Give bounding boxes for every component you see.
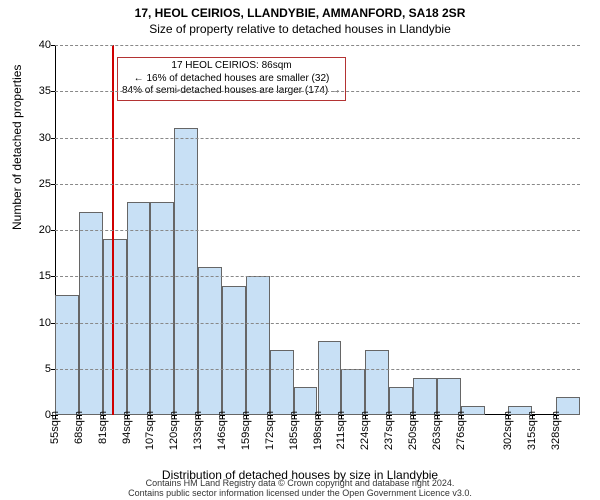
chart-title-line2: Size of property relative to detached ho…: [0, 22, 600, 36]
xtick-label: 276sqm: [455, 411, 467, 450]
ytick-mark: [51, 184, 55, 185]
ytick-mark: [51, 45, 55, 46]
xtick-label: 263sqm: [431, 411, 443, 450]
footer-line2: Contains public sector information licen…: [0, 489, 600, 499]
ytick-label: 40: [27, 39, 51, 51]
ytick-label: 35: [27, 85, 51, 97]
bar: [246, 276, 270, 415]
xtick-label: 224sqm: [359, 411, 371, 450]
y-axis-label: Number of detached properties: [10, 65, 24, 230]
xtick-label: 315sqm: [526, 411, 538, 450]
ytick-label: 10: [27, 317, 51, 329]
ytick-label: 15: [27, 270, 51, 282]
callout-box: 17 HEOL CEIRIOS: 86sqm ← 16% of detached…: [117, 57, 346, 101]
ytick-mark: [51, 323, 55, 324]
bar: [127, 202, 151, 415]
ytick-mark: [51, 276, 55, 277]
xtick-label: 302sqm: [502, 411, 514, 450]
bar: [150, 202, 174, 415]
xtick-label: 237sqm: [383, 411, 395, 450]
xtick-label: 133sqm: [192, 411, 204, 450]
bar: [222, 286, 246, 416]
xtick-label: 198sqm: [312, 411, 324, 450]
gridline: [55, 45, 580, 46]
ytick-mark: [51, 230, 55, 231]
bar: [79, 212, 103, 416]
bar: [55, 295, 79, 415]
callout-line2: ← 16% of detached houses are smaller (32…: [122, 73, 341, 86]
plot-area: 17 HEOL CEIRIOS: 86sqm ← 16% of detached…: [55, 45, 580, 415]
ytick-mark: [51, 369, 55, 370]
xtick-label: 172sqm: [264, 411, 276, 450]
bar: [270, 350, 294, 415]
footer: Contains HM Land Registry data © Crown c…: [0, 479, 600, 499]
bar: [413, 378, 437, 415]
ytick-mark: [51, 91, 55, 92]
xtick-label: 211sqm: [335, 411, 347, 449]
ytick-label: 0: [27, 409, 51, 421]
bar: [341, 369, 365, 415]
xtick-label: 120sqm: [168, 411, 180, 450]
bar: [103, 239, 127, 415]
gridline: [55, 184, 580, 185]
xtick-label: 185sqm: [288, 411, 300, 450]
ytick-label: 20: [27, 224, 51, 236]
xtick-label: 107sqm: [144, 411, 156, 450]
ytick-mark: [51, 138, 55, 139]
ytick-label: 5: [27, 363, 51, 375]
bar: [174, 128, 198, 415]
callout-line1: 17 HEOL CEIRIOS: 86sqm: [122, 60, 341, 73]
gridline: [55, 230, 580, 231]
bar: [318, 341, 342, 415]
bar: [198, 267, 222, 415]
xtick-label: 55sqm: [49, 411, 61, 444]
xtick-label: 250sqm: [407, 411, 419, 450]
bar: [437, 378, 461, 415]
gridline: [55, 323, 580, 324]
xtick-label: 94sqm: [121, 411, 133, 444]
xtick-label: 328sqm: [550, 411, 562, 450]
ytick-label: 25: [27, 178, 51, 190]
xtick-label: 81sqm: [97, 411, 109, 444]
gridline: [55, 369, 580, 370]
bar: [365, 350, 389, 415]
xtick-label: 68sqm: [73, 411, 85, 444]
gridline: [55, 276, 580, 277]
ytick-label: 30: [27, 132, 51, 144]
gridline: [55, 138, 580, 139]
chart-title-line1: 17, HEOL CEIRIOS, LLANDYBIE, AMMANFORD, …: [0, 6, 600, 20]
xtick-label: 146sqm: [216, 411, 228, 450]
gridline: [55, 91, 580, 92]
xtick-label: 159sqm: [240, 411, 252, 450]
